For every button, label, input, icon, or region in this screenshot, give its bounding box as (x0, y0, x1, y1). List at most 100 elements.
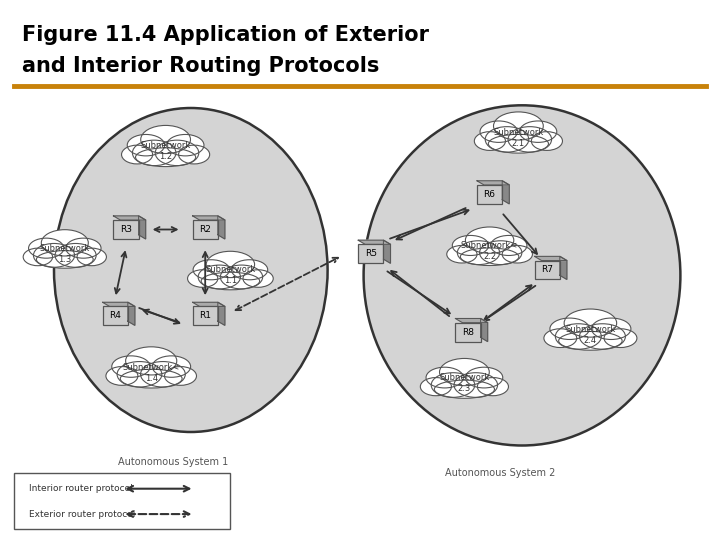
Polygon shape (560, 256, 567, 280)
Text: R4: R4 (109, 312, 121, 320)
Polygon shape (503, 181, 509, 204)
Ellipse shape (508, 127, 552, 152)
Polygon shape (192, 216, 225, 220)
Ellipse shape (166, 134, 204, 156)
Ellipse shape (117, 362, 162, 387)
Ellipse shape (460, 248, 519, 266)
Text: and Interior Routing Protocols: and Interior Routing Protocols (22, 56, 379, 76)
Ellipse shape (503, 246, 533, 263)
Text: Figure 11.4 Application of Exterior: Figure 11.4 Application of Exterior (22, 25, 428, 45)
Ellipse shape (465, 227, 514, 253)
Polygon shape (481, 319, 487, 342)
Ellipse shape (364, 105, 680, 445)
Polygon shape (128, 302, 135, 325)
Ellipse shape (135, 148, 196, 167)
Ellipse shape (480, 241, 522, 265)
Ellipse shape (132, 140, 176, 166)
Bar (534, 261, 560, 280)
Ellipse shape (564, 309, 616, 337)
Ellipse shape (112, 356, 150, 377)
Ellipse shape (480, 121, 518, 143)
Ellipse shape (544, 329, 577, 348)
Text: Subnetwork
2.4: Subnetwork 2.4 (565, 325, 616, 345)
Text: Subnetwork
2.3: Subnetwork 2.3 (439, 373, 490, 394)
Text: Subnetwork
1.3: Subnetwork 1.3 (40, 244, 90, 264)
Ellipse shape (41, 230, 89, 256)
Ellipse shape (231, 260, 268, 280)
Text: Autonomous System 1: Autonomous System 1 (117, 457, 228, 467)
Text: R5: R5 (365, 249, 377, 258)
Ellipse shape (206, 251, 255, 278)
Ellipse shape (201, 272, 260, 290)
Polygon shape (534, 256, 567, 261)
Bar (359, 244, 383, 263)
Ellipse shape (439, 359, 490, 386)
Text: Subnetwork
1.2: Subnetwork 1.2 (140, 141, 191, 161)
Ellipse shape (66, 238, 101, 258)
Ellipse shape (54, 108, 328, 432)
Ellipse shape (474, 132, 505, 151)
Text: R8: R8 (462, 328, 474, 336)
Ellipse shape (125, 347, 177, 375)
Ellipse shape (434, 380, 495, 399)
Ellipse shape (454, 373, 498, 397)
Bar (113, 220, 138, 239)
Ellipse shape (580, 324, 626, 349)
Ellipse shape (77, 248, 107, 266)
Ellipse shape (187, 270, 217, 287)
Ellipse shape (485, 127, 528, 152)
Ellipse shape (488, 134, 549, 153)
Bar (192, 220, 217, 239)
Text: Interior router protocol: Interior router protocol (29, 484, 132, 493)
Ellipse shape (156, 140, 199, 166)
Text: Subnetwork
1.1: Subnetwork 1.1 (205, 265, 256, 286)
Ellipse shape (431, 373, 474, 397)
Ellipse shape (243, 270, 274, 287)
Ellipse shape (477, 377, 508, 396)
Polygon shape (103, 302, 135, 306)
Ellipse shape (140, 362, 185, 387)
Text: Subnetwork<
2.2: Subnetwork< 2.2 (461, 241, 518, 261)
Ellipse shape (490, 235, 527, 255)
Ellipse shape (193, 260, 230, 280)
Bar (477, 185, 503, 204)
Bar (456, 323, 481, 342)
Ellipse shape (55, 244, 96, 267)
Ellipse shape (446, 246, 477, 263)
Ellipse shape (37, 251, 93, 268)
Ellipse shape (220, 265, 263, 289)
Polygon shape (383, 240, 390, 263)
Polygon shape (217, 302, 225, 325)
Polygon shape (359, 240, 390, 244)
Ellipse shape (152, 356, 191, 377)
Text: R2: R2 (199, 225, 211, 234)
Ellipse shape (426, 367, 464, 388)
Ellipse shape (493, 112, 544, 140)
Text: Exterior router protocol: Exterior router protocol (29, 510, 135, 518)
Ellipse shape (127, 134, 165, 156)
Ellipse shape (140, 125, 191, 153)
Polygon shape (477, 181, 509, 185)
Ellipse shape (33, 244, 75, 267)
Ellipse shape (23, 248, 53, 266)
Ellipse shape (519, 121, 557, 143)
Text: Subnetwork
2.1: Subnetwork 2.1 (493, 127, 544, 148)
Ellipse shape (452, 235, 489, 255)
Text: R7: R7 (541, 266, 553, 274)
Text: R6: R6 (484, 190, 495, 199)
Ellipse shape (457, 241, 500, 265)
Bar (103, 307, 128, 325)
Text: R1: R1 (199, 312, 211, 320)
Ellipse shape (122, 145, 153, 164)
Ellipse shape (550, 318, 589, 340)
Text: Subnetwork<
1.4: Subnetwork< 1.4 (122, 362, 180, 383)
Ellipse shape (531, 132, 562, 151)
Polygon shape (113, 216, 145, 220)
Bar (192, 307, 217, 325)
Polygon shape (217, 216, 225, 239)
Ellipse shape (179, 145, 210, 164)
Ellipse shape (106, 367, 138, 386)
Ellipse shape (555, 324, 601, 349)
Bar (14, 472, 230, 529)
Polygon shape (192, 302, 225, 306)
